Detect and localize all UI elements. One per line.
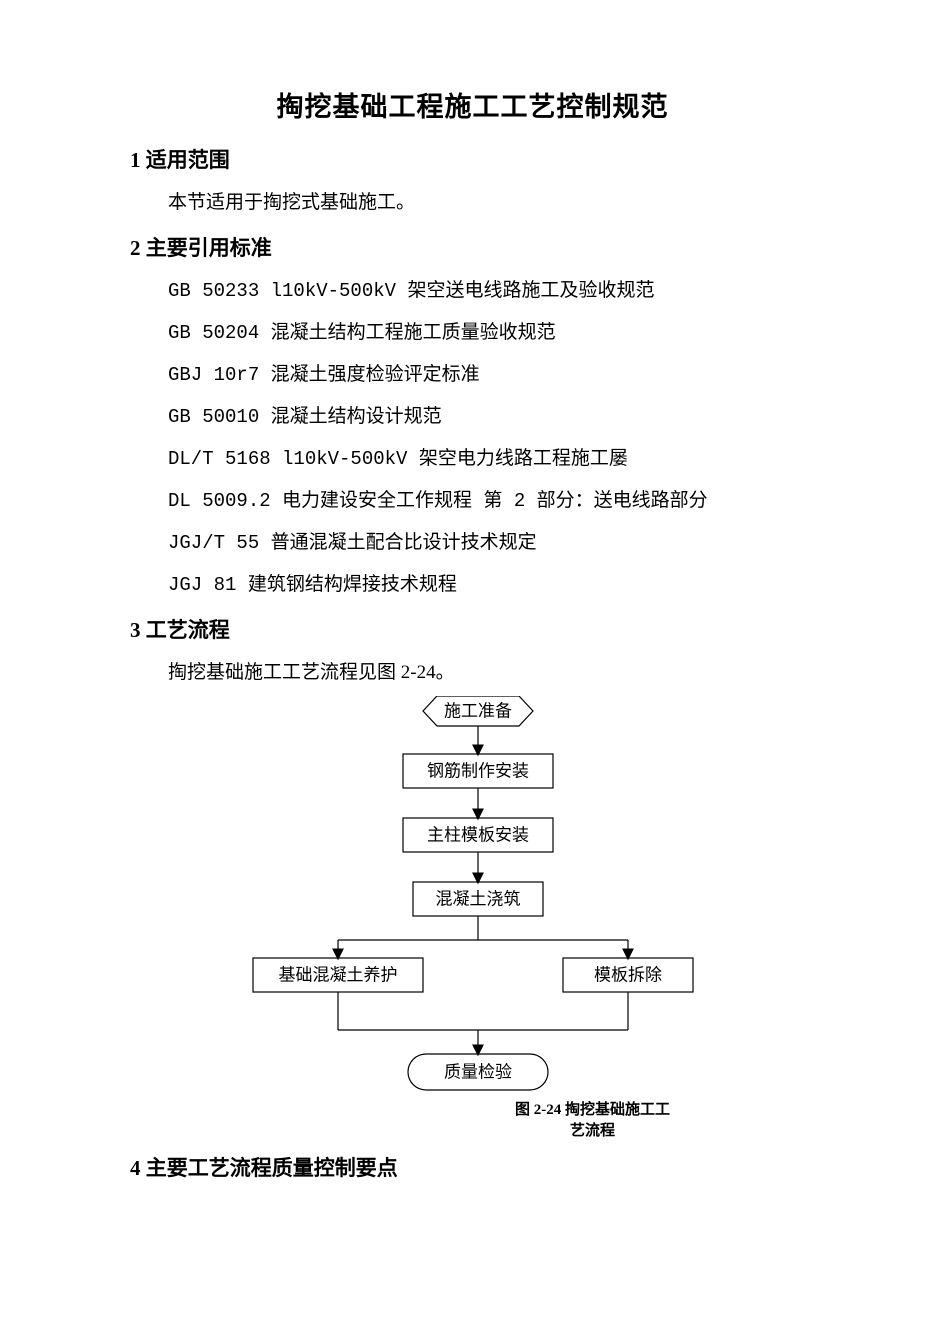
- section-1-heading: 1 适用范围: [130, 144, 815, 174]
- document-title: 掏挖基础工程施工工艺控制规范: [130, 85, 815, 124]
- standard-line: GB 50010 混凝土结构设计规范: [130, 398, 815, 436]
- standard-line: GB 50233 l10kV-500kV 架空送电线路施工及验收规范: [130, 272, 815, 310]
- section-3-text: 掏挖基础施工工艺流程见图 2-24。: [130, 654, 815, 692]
- flow-node-label-n7: 质量检验: [444, 1063, 512, 1082]
- standard-line: JGJ 81 建筑钢结构焊接技术规程: [130, 566, 815, 604]
- section-3-heading: 3 工艺流程: [130, 614, 815, 644]
- flowchart-container: 施工准备钢筋制作安装主柱模板安装混凝土浇筑基础混凝土养护 模板拆除质量检验 图 2…: [130, 696, 815, 1142]
- flow-node-label-n6: 模板拆除: [594, 966, 662, 985]
- section-4-heading: 4 主要工艺流程质量控制要点: [130, 1152, 815, 1182]
- flow-node-label-n2: 钢筋制作安装: [427, 762, 529, 781]
- flow-node-label-n1: 施工准备: [444, 702, 512, 721]
- standard-line: GB 50204 混凝土结构工程施工质量验收规范: [130, 314, 815, 352]
- section-2-heading: 2 主要引用标准: [130, 232, 815, 262]
- flow-node-label-n5: 基础混凝土养护: [278, 966, 397, 985]
- flow-node-label-n4: 混凝土浇筑: [435, 890, 520, 909]
- page: 掏挖基础工程施工工艺控制规范 1 适用范围 本节适用于掏挖式基础施工。 2 主要…: [0, 0, 945, 1337]
- standard-line: DL 5009.2 电力建设安全工作规程 第 2 部分：送电线路部分: [130, 482, 815, 520]
- standard-line: GBJ 10r7 混凝土强度检验评定标准: [130, 356, 815, 394]
- caption-line-1: 图 2-24 掏挖基础施工工: [515, 1102, 670, 1118]
- standard-line: DL/T 5168 l10kV-500kV 架空电力线路工程施工屡: [130, 440, 815, 478]
- caption-line-2: 艺流程: [570, 1123, 615, 1139]
- flowchart-caption: 图 2-24 掏挖基础施工工 艺流程: [503, 1100, 683, 1142]
- standards-list: GB 50233 l10kV-500kV 架空送电线路施工及验收规范 GB 502…: [130, 272, 815, 604]
- section-1-text: 本节适用于掏挖式基础施工。: [130, 184, 815, 222]
- flow-node-label-n3: 主柱模板安装: [427, 826, 529, 845]
- flowchart: 施工准备钢筋制作安装主柱模板安装混凝土浇筑基础混凝土养护 模板拆除质量检验: [193, 696, 753, 1098]
- standard-line: JGJ/T 55 普通混凝土配合比设计技术规定: [130, 524, 815, 562]
